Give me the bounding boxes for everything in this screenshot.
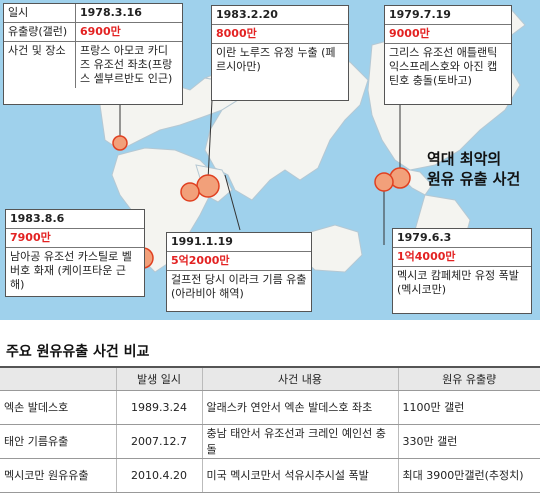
label-amount: 유출량(갤런) [4, 23, 76, 42]
incident-date: 1983.8.6 [10, 212, 65, 225]
table-title: 주요 원유유출 사건 비교 [6, 344, 150, 360]
cell-amount: 330만 갤런 [397, 424, 540, 459]
incident-amount: 8000만 [212, 24, 348, 43]
incident-description: 멕시코 캄페체만 유정 폭발(멕시코만) [393, 266, 531, 299]
map-headline-line2: 원유 유출 사건 [427, 170, 521, 188]
incident-description: 이란 노루즈 유정 누출 (페르시아만) [212, 43, 348, 76]
cell-date: 1989.3.24 [115, 390, 202, 425]
header-content: 사건 내용 [201, 366, 398, 391]
table-row: 멕시코만 원유유출 2010.4.20 미국 멕시코만서 석유시추시설 폭발 최… [0, 458, 540, 493]
header-amount: 원유 유출량 [397, 366, 540, 391]
header-incident [0, 366, 116, 391]
incident-date: 1991.1.19 [171, 235, 233, 248]
marker-arabia-1991 [180, 182, 200, 202]
incident-date: 1979.6.3 [397, 231, 452, 244]
incident-date: 1983.2.20 [216, 8, 278, 21]
cell-date: 2007.12.7 [115, 424, 202, 459]
header-date: 발생 일시 [115, 366, 202, 391]
cell-content: 미국 멕시코만서 석유시추시설 폭발 [201, 458, 398, 493]
incident-box-ixtoc: 1979.6.3 1억4000만 멕시코 캄페체만 유정 폭발(멕시코만) [392, 228, 532, 314]
cell-incident: 엑손 발데스호 [0, 390, 116, 425]
label-date: 일시 [4, 4, 76, 23]
incident-box-castillo-de-bellver: 1983.8.6 7900만 남아공 유조선 카스틸로 벨버호 화재 (케이프타… [5, 209, 145, 297]
table-row: 엑손 발데스호 1989.3.24 알래스카 연안서 엑손 발데스호 좌초 11… [0, 390, 540, 425]
incident-box-nowruz: 1983.2.20 8000만 이란 노루즈 유정 누출 (페르시아만) [211, 5, 349, 101]
table-row: 태안 기름유출 2007.12.7 충남 태안서 유조선과 크레인 예인선 충돌… [0, 424, 540, 459]
cell-date: 2010.4.20 [115, 458, 202, 493]
incident-amount: 9000만 [385, 24, 511, 43]
incident-description: 걸프전 당시 이라크 기름 유출(아라비아 해역) [167, 270, 311, 303]
incident-amount: 7900만 [6, 228, 144, 247]
map-headline-line1: 역대 최악의 [427, 150, 502, 168]
incident-box-amoco-cadiz: 일시 1978.3.16 유출량(갤런) 6900만 사건 및 장소 프랑스 아… [3, 3, 183, 105]
incident-amount: 1억4000만 [393, 247, 531, 266]
incident-box-atlantic-empress: 1979.7.19 9000만 그리스 유조선 애틀랜틱 익스프레스호와 아진 … [384, 5, 512, 105]
cell-amount: 1100만 갤런 [397, 390, 540, 425]
incident-description: 남아공 유조선 카스틸로 벨버호 화재 (케이프타운 근해) [6, 247, 144, 294]
incident-amount: 5억2000만 [167, 251, 311, 270]
marker-brittany [112, 135, 128, 151]
incident-description: 프랑스 아모코 카디즈 유조선 좌초(프랑스 셀부르반도 인근) [80, 44, 173, 85]
cell-incident: 태안 기름유출 [0, 424, 116, 459]
world-map: 일시 1978.3.16 유출량(갤런) 6900만 사건 및 장소 프랑스 아… [0, 0, 540, 320]
table-header-row: 발생 일시 사건 내용 원유 유출량 [0, 366, 540, 391]
marker-gulf-of-mexico [374, 172, 394, 192]
cell-content: 알래스카 연안서 엑손 발데스호 좌초 [201, 390, 398, 425]
incident-box-gulf-war: 1991.1.19 5억2000만 걸프전 당시 이라크 기름 유출(아라비아 … [166, 232, 312, 312]
cell-amount: 최대 3900만갤런(추정치) [397, 458, 540, 493]
incident-date: 1978.3.16 [76, 4, 182, 23]
marker-persian-gulf-1983 [196, 174, 220, 198]
label-description: 사건 및 장소 [4, 42, 76, 88]
incident-amount: 6900만 [76, 23, 182, 42]
cell-incident: 멕시코만 원유유출 [0, 458, 116, 493]
incident-description: 그리스 유조선 애틀랜틱 익스프레스호와 아진 캡틴호 충돌(토바고) [385, 43, 511, 90]
map-headline: 역대 최악의 원유 유출 사건 [427, 149, 520, 189]
cell-content: 충남 태안서 유조선과 크레인 예인선 충돌 [201, 424, 398, 459]
incident-date: 1979.7.19 [389, 8, 451, 21]
comparison-table: 발생 일시 사건 내용 원유 유출량 엑손 발데스호 1989.3.24 알래스… [0, 366, 540, 493]
